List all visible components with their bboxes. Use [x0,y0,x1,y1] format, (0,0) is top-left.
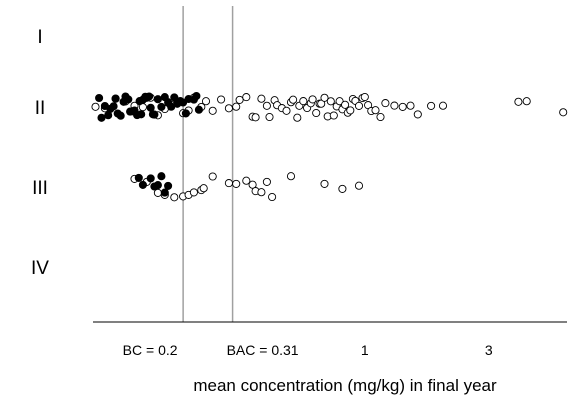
category-label: IV [31,258,49,279]
data-point-open [224,104,233,113]
x-tick-label: BAC = 0.31 [227,342,299,358]
data-point-open [346,106,355,115]
data-point-open [257,188,266,197]
data-point-open [354,181,364,190]
data-point-open [208,172,217,181]
data-point-open [390,101,399,110]
data-point-open [293,113,302,122]
data-point-open [265,112,274,122]
data-point-open [208,106,217,115]
data-point-open [308,95,317,104]
data-point-open [559,108,568,117]
data-point-filled [153,95,162,104]
x-tick-label: 1 [361,342,369,358]
data-point-filled [153,181,162,190]
data-point-filled [95,93,104,103]
data-point-open [282,106,291,115]
data-point-open [427,101,436,110]
data-point-open [242,176,251,185]
data-point-open [354,101,364,110]
data-point-open [320,93,329,102]
data-point-filled [181,109,190,118]
data-point-open [189,188,198,197]
data-point-open [201,97,211,106]
data-point-open [376,112,385,122]
data-point-filled [157,102,166,111]
data-point-open [381,99,390,108]
data-point-filled [138,180,147,189]
reference-lines [182,6,234,322]
data-point-filled [137,110,146,119]
category-label: II [35,98,46,119]
category-label: III [32,178,48,199]
data-point-filled [194,105,203,114]
data-point-filled [134,173,143,182]
data-point-open [320,179,329,188]
data-point-filled [145,92,154,101]
data-point-open [170,193,179,202]
data-point-open [262,101,271,110]
data-point-filled [111,94,120,103]
data-point-open [360,92,369,102]
data-point-open [262,177,271,186]
data-point-filled [192,91,201,101]
data-point-open [326,97,335,106]
data-point-filled [97,113,106,122]
data-point-open [257,94,266,103]
data-points [91,91,568,202]
data-point-open [268,192,277,202]
data-point-open [251,113,260,122]
data-point-filled [109,102,118,111]
data-point-filled [146,174,155,183]
data-point-open [413,110,422,119]
x-tick-label: BC = 0.2 [123,342,178,358]
data-point-open [232,179,241,188]
data-point-filled [116,111,125,120]
data-point-open [514,97,523,106]
data-point-filled [164,181,173,190]
data-point-open [341,100,350,109]
data-point-open [312,108,321,118]
data-point-open [224,179,233,188]
data-point-open [242,93,251,102]
data-point-open [329,111,338,120]
data-point-open [235,95,244,104]
data-point-open [217,95,226,104]
data-point-open [289,95,298,104]
data-point-open [91,102,100,111]
data-point-open [248,180,257,189]
data-point-filled [150,110,159,119]
data-point-filled [124,95,133,104]
data-point-filled [157,172,166,181]
data-point-open [286,172,296,181]
data-point-open [398,102,407,111]
data-point-open [335,97,344,106]
x-axis-title: mean concentration (mg/kg) in final year [193,376,497,395]
data-point-filled [170,93,179,102]
data-point-open [406,101,415,110]
x-tick-labels: BC = 0.2 BAC = 0.31 1 3 [123,342,493,358]
data-point-open [371,106,380,115]
data-point-open [522,97,531,106]
x-tick-label: 3 [485,342,493,358]
data-point-filled [160,188,169,197]
data-point-open [338,184,347,193]
data-point-open [232,102,241,111]
category-label: I [37,27,42,48]
data-point-open [438,101,448,110]
data-point-open [199,184,208,193]
data-point-open [299,97,308,106]
